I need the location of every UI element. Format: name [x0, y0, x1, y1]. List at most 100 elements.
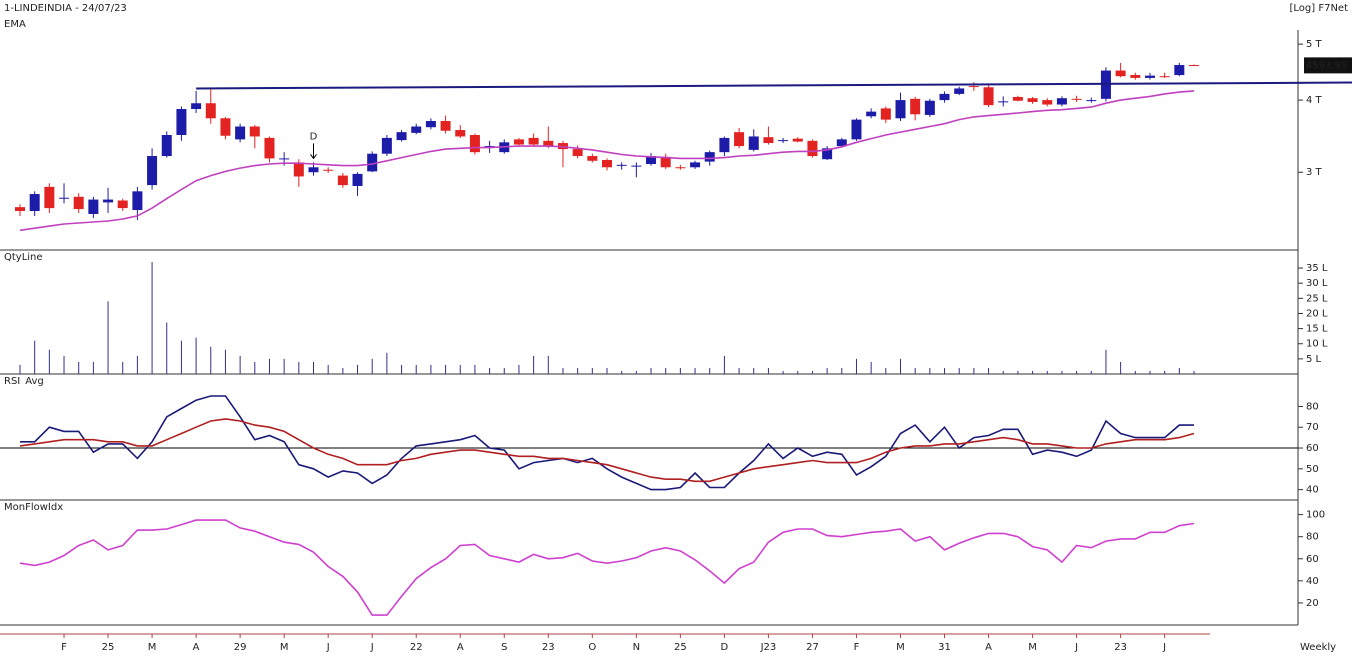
y-tick-label: 30 L — [1306, 278, 1328, 289]
candle-body — [469, 135, 480, 153]
candle-body — [778, 140, 789, 142]
candle-body — [1086, 100, 1097, 102]
y-tick-label: 25 L — [1306, 293, 1328, 304]
candle-body — [763, 137, 774, 144]
candle-body — [249, 126, 260, 137]
candle-body — [147, 156, 158, 186]
candle-body — [264, 137, 275, 159]
x-tick-label: A — [985, 642, 992, 653]
x-tick-label: J — [370, 642, 374, 653]
candle-body — [734, 132, 745, 147]
candle-body — [1159, 76, 1170, 78]
x-tick-label: 22 — [410, 642, 423, 653]
candle-body — [1071, 98, 1082, 100]
candle-body — [455, 130, 466, 137]
y-tick-label: 50 — [1306, 464, 1319, 475]
candle-body — [675, 167, 686, 169]
candle-body — [572, 149, 583, 157]
candle-body — [337, 175, 348, 186]
x-tick-label: A — [457, 642, 464, 653]
x-tick-label: D — [721, 642, 729, 653]
candle-body — [15, 207, 25, 212]
candle-body — [513, 139, 524, 145]
y-tick-label: 80 — [1306, 401, 1319, 412]
x-tick-label: M — [1028, 642, 1037, 653]
price-tag — [1304, 57, 1352, 74]
y-tick-label: 20 L — [1306, 308, 1328, 319]
chart-title: 1-LINDEINDIA - 24/07/23 — [4, 3, 127, 14]
x-tick-label: 31 — [938, 642, 951, 653]
candle-body — [59, 197, 70, 199]
candle-body — [381, 137, 392, 154]
candle-body — [690, 162, 701, 168]
series-line — [19, 519, 1195, 616]
series-line — [19, 90, 1195, 232]
x-tick-label: O — [588, 642, 596, 653]
candle-body — [191, 103, 202, 110]
signal-label: D — [310, 131, 318, 142]
candle-body — [29, 194, 40, 212]
candle-body — [631, 165, 642, 167]
candle-body — [719, 137, 730, 153]
candle-body — [117, 200, 128, 209]
x-tick-label: A — [193, 642, 200, 653]
candle-body — [1012, 96, 1023, 101]
candle-body — [44, 186, 55, 209]
candle-body — [880, 108, 891, 120]
legend-entry: RSI — [4, 376, 20, 387]
candle-body — [1027, 98, 1038, 102]
candle-body — [866, 111, 877, 117]
candle-body — [425, 120, 436, 128]
candle-body — [587, 156, 598, 161]
x-tick-label: M — [148, 642, 157, 653]
candle-body — [895, 100, 906, 119]
candle-body — [1144, 75, 1155, 78]
x-tick-label: 27 — [806, 642, 819, 653]
series-line — [19, 418, 1195, 483]
y-tick-label: 10 L — [1306, 339, 1328, 350]
y-tick-label: 15 L — [1306, 324, 1328, 335]
y-tick-label: 35 L — [1306, 263, 1328, 274]
candle-body — [704, 152, 715, 162]
y-tick-label: 40 — [1306, 485, 1319, 496]
candle-body — [411, 126, 422, 133]
candle-body — [792, 138, 803, 142]
candle-body — [161, 135, 172, 157]
y-tick-label: 80 — [1306, 532, 1319, 543]
candle-body — [924, 100, 935, 115]
x-tick-label: M — [896, 642, 905, 653]
candle-body — [88, 199, 99, 214]
candle-body — [910, 98, 921, 115]
candle-body — [1115, 70, 1126, 77]
candle-body — [543, 140, 554, 147]
candle-body — [440, 120, 451, 131]
x-tick-label: F — [854, 642, 860, 653]
candle-body — [983, 87, 994, 106]
candle-body — [646, 156, 657, 165]
candle-body — [484, 146, 495, 148]
candle-body — [660, 156, 671, 168]
x-tick-label: J — [1074, 642, 1078, 653]
trendline — [196, 81, 1352, 90]
y-tick-label: 60 — [1306, 554, 1319, 565]
candle-body — [1056, 98, 1067, 105]
candle-body — [352, 173, 363, 186]
candle-body — [939, 93, 950, 101]
candle-body — [279, 158, 290, 160]
series-line — [20, 395, 1194, 491]
candle-body — [220, 118, 231, 136]
y-tick-label: 4 T — [1306, 95, 1323, 106]
candle-body — [602, 159, 612, 168]
candle-body — [616, 164, 627, 166]
candle-body — [1174, 65, 1185, 76]
candle-body — [807, 140, 818, 157]
candle-body — [836, 139, 847, 147]
y-tick-label: 5 L — [1306, 354, 1322, 365]
candle-body — [954, 88, 965, 94]
candle-body — [396, 132, 407, 141]
x-tick-label: 29 — [234, 642, 247, 653]
x-tick-label: 23 — [1114, 642, 1127, 653]
signal-arrow — [310, 143, 317, 160]
candle-body — [1189, 65, 1199, 67]
